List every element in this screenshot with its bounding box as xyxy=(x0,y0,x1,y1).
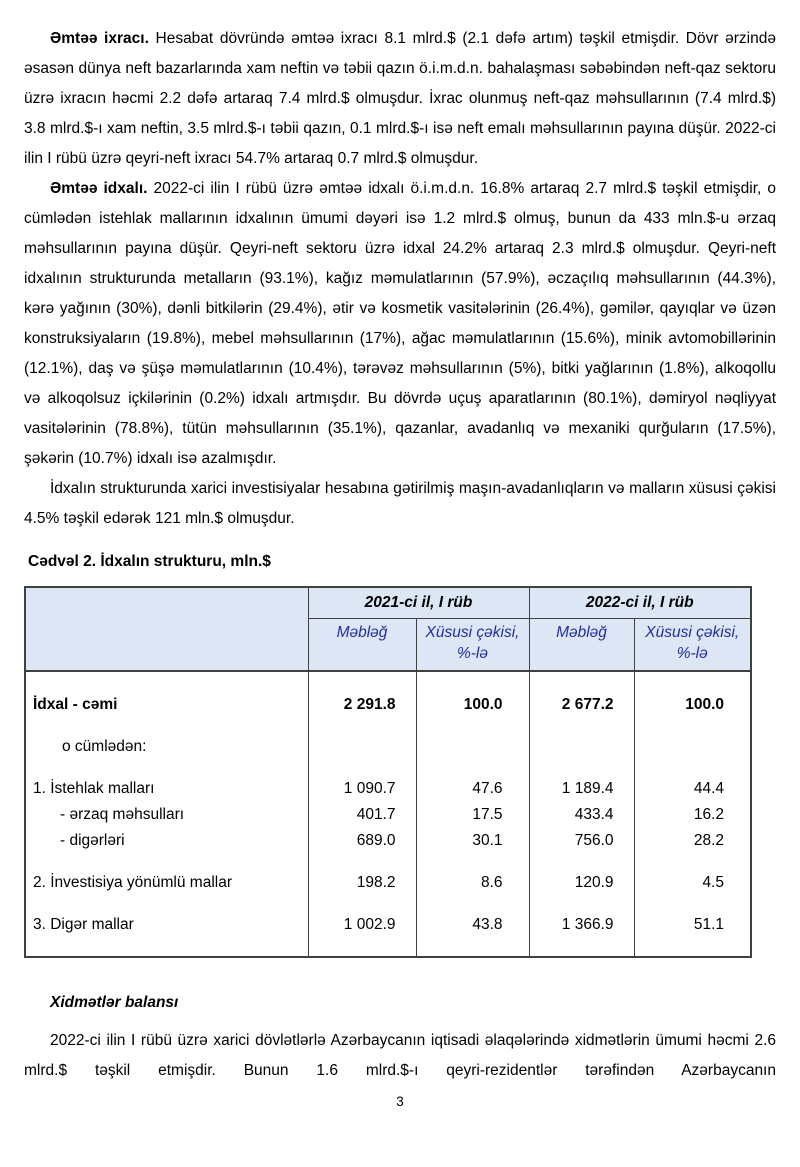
paragraph-investment-imports: İdxalın strukturunda xarici investisiyal… xyxy=(24,480,776,527)
table-row-other-goods: 3. Digər mallar 1 002.9 43.8 1 366.9 51.… xyxy=(24,896,752,957)
paragraph-exports: Əmtəə ixracı. Hesabat dövründə əmtəə ixr… xyxy=(24,24,776,174)
page-number: 3 xyxy=(396,1094,404,1109)
col-header-amount-2021: Məbləğ xyxy=(307,618,417,672)
paragraph-exports-text: Hesabat dövründə əmtəə ixracı 8.1 mlrd.$… xyxy=(24,30,776,167)
cell-amount-2022: 2 677.2 xyxy=(528,671,635,718)
table-row-food-products: - ərzaq məhsulları 401.7 17.5 433.4 16.2 xyxy=(24,802,752,828)
imports-structure-table: 2021-ci il, I rüb 2022-ci il, I rüb Məbl… xyxy=(24,586,752,958)
col-header-share-2022: Xüsusi çəkisi, %-lə xyxy=(633,618,752,672)
row-label: - digərləri xyxy=(24,828,309,854)
cell-share-2022: 28.2 xyxy=(633,828,752,854)
paragraph-imports-lead: Əmtəə idxalı. xyxy=(50,180,148,197)
cell-amount-2022: 120.9 xyxy=(528,854,635,896)
col-header-amount-2022: Məbləğ xyxy=(528,618,635,672)
row-label: İdxal - cəmi xyxy=(24,671,309,718)
cell-amount-2022: 1 366.9 xyxy=(528,896,635,957)
cell-amount-2022: 1 189.4 xyxy=(528,760,635,802)
col-header-share-2021: Xüsusi çəkisi, %-lə xyxy=(415,618,530,672)
cell-share-2022: 100.0 xyxy=(633,671,752,718)
cell-share-2022: 44.4 xyxy=(633,760,752,802)
cell-amount-2021: 689.0 xyxy=(307,828,417,854)
table-header-row-years: 2021-ci il, I rüb 2022-ci il, I rüb xyxy=(24,586,752,672)
cell-amount-2021: 1 002.9 xyxy=(307,896,417,957)
paragraph-imports-text: 2022-ci ilin I rübü üzrə əmtəə idxalı ö.… xyxy=(24,180,776,467)
cell-amount-2021: 2 291.8 xyxy=(307,671,417,718)
cell-amount-2021: 1 090.7 xyxy=(307,760,417,802)
cell-amount-2021: 401.7 xyxy=(307,802,417,828)
cell-share-2022: 16.2 xyxy=(633,802,752,828)
cell-share-2021 xyxy=(415,718,530,760)
table-caption: Cədvəl 2. İdxalın strukturu, mln.$ xyxy=(28,553,271,570)
cell-share-2021: 47.6 xyxy=(415,760,530,802)
table-header: 2021-ci il, I rüb 2022-ci il, I rüb Məbl… xyxy=(24,586,752,672)
cell-amount-2021 xyxy=(307,718,417,760)
table-body: İdxal - cəmi 2 291.8 100.0 2 677.2 100.0… xyxy=(24,671,752,957)
cell-amount-2022 xyxy=(528,718,635,760)
paragraph-imports: Əmtəə idxalı. 2022-ci ilin I rübü üzrə ə… xyxy=(24,174,776,474)
cell-share-2021: 100.0 xyxy=(415,671,530,718)
row-label: o cümlədən: xyxy=(24,718,309,760)
table-row-others: - digərləri 689.0 30.1 756.0 28.2 xyxy=(24,828,752,854)
cell-share-2022: 51.1 xyxy=(633,896,752,957)
row-label: 1. İstehlak malları xyxy=(24,760,309,802)
cell-amount-2022: 756.0 xyxy=(528,828,635,854)
cell-amount-2021: 198.2 xyxy=(307,854,417,896)
col-group-2021: 2021-ci il, I rüb xyxy=(307,586,530,619)
table-header-row-measures: Məbləğ Xüsusi çəkisi, %-lə Məbləğ Xüsusi… xyxy=(25,618,752,672)
cell-share-2021: 8.6 xyxy=(415,854,530,896)
paragraph-services: 2022-ci ilin I rübü üzrə xarici dövlətlə… xyxy=(24,1032,776,1079)
table-row-total: İdxal - cəmi 2 291.8 100.0 2 677.2 100.0 xyxy=(24,671,752,718)
table-corner-cell xyxy=(24,586,309,672)
col-group-2022: 2022-ci il, I rüb xyxy=(528,586,752,619)
cell-share-2022 xyxy=(633,718,752,760)
table-row-including: o cümlədən: xyxy=(24,718,752,760)
table-row-consumer-goods: 1. İstehlak malları 1 090.7 47.6 1 189.4… xyxy=(24,760,752,802)
paragraph-exports-lead: Əmtəə ixracı. xyxy=(50,30,149,47)
cell-share-2022: 4.5 xyxy=(633,854,752,896)
services-balance-heading: Xidmətlər balansı xyxy=(50,994,179,1011)
row-label: - ərzaq məhsulları xyxy=(24,802,309,828)
row-label: 2. İnvestisiya yönümlü mallar xyxy=(24,854,309,896)
cell-share-2021: 43.8 xyxy=(415,896,530,957)
row-label: 3. Digər mallar xyxy=(24,896,309,957)
cell-share-2021: 30.1 xyxy=(415,828,530,854)
cell-share-2021: 17.5 xyxy=(415,802,530,828)
table-row-investment-goods: 2. İnvestisiya yönümlü mallar 198.2 8.6 … xyxy=(24,854,752,896)
cell-amount-2022: 433.4 xyxy=(528,802,635,828)
